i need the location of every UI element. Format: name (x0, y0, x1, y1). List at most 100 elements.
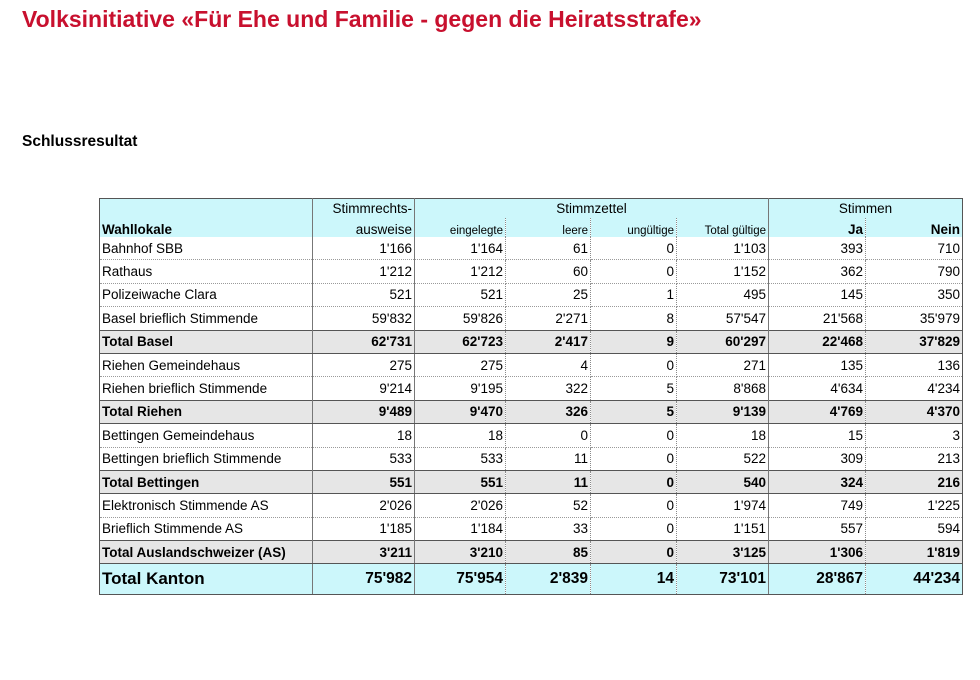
cell-stimmrechtsausweise: 521 (312, 283, 415, 308)
cell-ja: 1'306 (768, 540, 867, 565)
cell-stimmrechtsausweise: 9'214 (312, 376, 415, 401)
header-stimmrechts-line2: ausweise (312, 218, 415, 237)
cell-leere: 11 (505, 447, 591, 471)
cell-ja: 557 (768, 517, 867, 542)
cell-nein: 4'370 (865, 399, 964, 425)
cell-ungueltige: 5 (590, 376, 677, 401)
cell-wahllokal: Total Riehen (99, 399, 313, 425)
table-row: Polizeiwache Clara 521 521 25 1 495 145 350 (99, 283, 964, 308)
cell-leere: 52 (505, 493, 591, 518)
cell-ja: 15 (768, 423, 867, 448)
cell-total-gueltige: 3'125 (676, 540, 770, 565)
cell-leere: 60 (505, 259, 591, 284)
cell-eingelegte: 59'826 (414, 306, 506, 331)
cell-total-gueltige: 1'103 (676, 237, 770, 261)
cell-ja: 362 (768, 259, 867, 284)
cell-wahllokal: Brieflich Stimmende AS (99, 517, 313, 542)
cell-nein: 1'225 (865, 493, 964, 518)
cell-ungueltige: 5 (590, 399, 677, 425)
table-row: Brieflich Stimmende AS 1'185 1'184 33 0 1'151… (99, 517, 964, 542)
cell-leere: 61 (505, 237, 591, 261)
cell-total-gueltige: 18 (676, 423, 770, 448)
cell-wahllokal: Total Basel (99, 329, 313, 354)
cell-nein: 216 (865, 469, 964, 495)
cell-ungueltige: 14 (590, 563, 677, 596)
cell-ja: 309 (768, 447, 867, 471)
cell-total-gueltige: 540 (676, 469, 770, 495)
header-stimmzettel: Stimmzettel (414, 198, 770, 218)
total-row: Total Auslandschweizer (AS) 3'211 3'210 85 0… (99, 540, 964, 565)
cell-eingelegte: 275 (414, 353, 506, 378)
cell-eingelegte: 18 (414, 423, 506, 448)
cell-eingelegte: 1'164 (414, 237, 506, 261)
section-subtitle: Schlussresultat (22, 133, 138, 150)
cell-ja: 4'769 (768, 399, 867, 425)
cell-ungueltige: 9 (590, 329, 677, 354)
cell-wahllokal: Rathaus (99, 259, 313, 284)
table-row: Bettingen Gemeindehaus 18 18 0 0 18 15 3 (99, 423, 964, 448)
header-eingelegte: eingelegte (414, 218, 506, 237)
cell-nein: 4'234 (865, 376, 964, 401)
header-ja: Ja (768, 218, 867, 237)
header-empty-cell (99, 198, 313, 218)
cell-eingelegte: 75'954 (414, 563, 506, 596)
cell-eingelegte: 62'723 (414, 329, 506, 354)
cell-ungueltige: 0 (590, 469, 677, 495)
cell-eingelegte: 533 (414, 447, 506, 471)
table-row: Bettingen brieflich Stimmende 533 533 11 0 52… (99, 447, 964, 471)
cell-total-gueltige: 1'974 (676, 493, 770, 518)
cell-ungueltige: 0 (590, 237, 677, 261)
cell-eingelegte: 521 (414, 283, 506, 308)
cell-ungueltige: 0 (590, 540, 677, 565)
cell-nein: 37'829 (865, 329, 964, 354)
cell-wahllokal: Bettingen brieflich Stimmende (99, 447, 313, 471)
cell-ungueltige: 1 (590, 283, 677, 308)
results-table: Stimmrechts- Stimmzettel Stimmen Wahllok… (99, 198, 964, 596)
cell-wahllokal: Polizeiwache Clara (99, 283, 313, 308)
cell-nein: 350 (865, 283, 964, 308)
header-stimmen: Stimmen (768, 198, 964, 218)
cell-ungueltige: 0 (590, 423, 677, 448)
cell-nein: 213 (865, 447, 964, 471)
cell-nein: 710 (865, 237, 964, 261)
cell-stimmrechtsausweise: 59'832 (312, 306, 415, 331)
cell-leere: 2'271 (505, 306, 591, 331)
cell-ja: 22'468 (768, 329, 867, 354)
header-stimmrechts-line1: Stimmrechts- (312, 198, 415, 218)
header-row-columns: Wahllokale ausweise eingelegte leere ung… (99, 218, 964, 237)
total-row: Total Riehen 9'489 9'470 326 5 9'139 4'769 4'37… (99, 399, 964, 425)
cell-leere: 25 (505, 283, 591, 308)
header-leere: leere (505, 218, 591, 237)
cell-ja: 4'634 (768, 376, 867, 401)
header-wahllokale: Wahllokale (99, 218, 313, 237)
total-row: Total Bettingen 551 551 11 0 540 324 216 (99, 469, 964, 495)
cell-ungueltige: 0 (590, 353, 677, 378)
cell-ungueltige: 0 (590, 447, 677, 471)
cell-leere: 11 (505, 469, 591, 495)
cell-wahllokal: Basel brieflich Stimmende (99, 306, 313, 331)
cell-ungueltige: 0 (590, 259, 677, 284)
total-row: Total Basel 62'731 62'723 2'417 9 60'297 22'46… (99, 329, 964, 354)
cell-stimmrechtsausweise: 275 (312, 353, 415, 378)
cell-eingelegte: 1'184 (414, 517, 506, 542)
cell-total-gueltige: 73'101 (676, 563, 770, 596)
cell-stimmrechtsausweise: 18 (312, 423, 415, 448)
cell-ja: 324 (768, 469, 867, 495)
cell-stimmrechtsausweise: 1'212 (312, 259, 415, 284)
table-row: Riehen brieflich Stimmende 9'214 9'195 322 5… (99, 376, 964, 401)
cell-ja: 393 (768, 237, 867, 261)
cell-wahllokal: Total Auslandschweizer (AS) (99, 540, 313, 565)
table-row: Basel brieflich Stimmende 59'832 59'826 2'2… (99, 306, 964, 331)
cell-wahllokal: Riehen brieflich Stimmende (99, 376, 313, 401)
cell-total-gueltige: 1'151 (676, 517, 770, 542)
cell-total-gueltige: 271 (676, 353, 770, 378)
cell-stimmrechtsausweise: 62'731 (312, 329, 415, 354)
cell-ja: 749 (768, 493, 867, 518)
cell-eingelegte: 1'212 (414, 259, 506, 284)
cell-stimmrechtsausweise: 75'982 (312, 563, 415, 596)
cell-total-gueltige: 522 (676, 447, 770, 471)
cell-eingelegte: 9'195 (414, 376, 506, 401)
cell-nein: 1'819 (865, 540, 964, 565)
table-row: Riehen Gemeindehaus 275 275 4 0 271 135 136 (99, 353, 964, 378)
table-row: Bahnhof SBB 1'166 1'164 61 0 1'103 393 710 (99, 237, 964, 261)
